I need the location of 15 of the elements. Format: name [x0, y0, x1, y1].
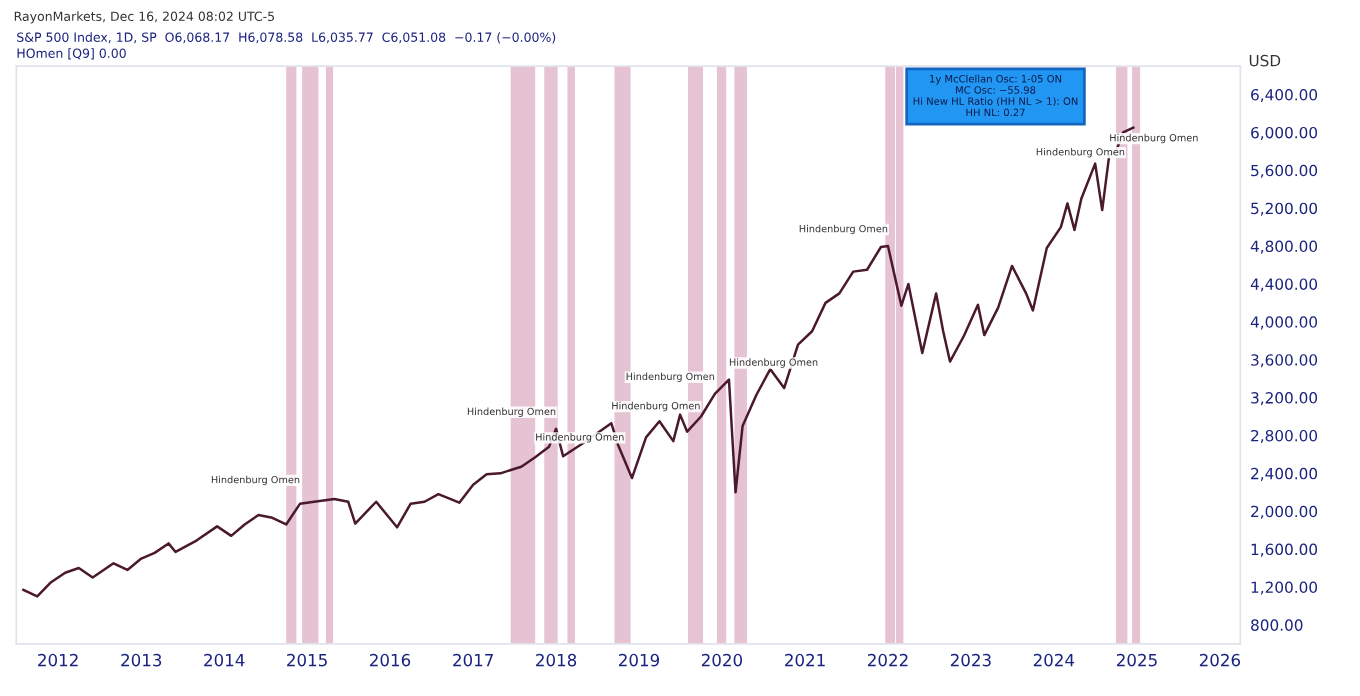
x-tick-label: 2015 [287, 653, 327, 667]
x-tick-label: 2022 [867, 653, 908, 667]
x-tick-label: 2024 [1033, 653, 1075, 667]
x-tick-label: 2023 [950, 653, 991, 667]
x-tick-label: 2016 [370, 653, 411, 667]
x-tick-label: 2019 [619, 653, 660, 667]
x-tick-label: 2012 [38, 653, 78, 667]
x-tick-label: 2014 [204, 653, 245, 667]
x-tick-label: 2025 [1116, 653, 1157, 667]
x-tick-label: 2021 [785, 653, 825, 667]
x-tick-label: 2017 [453, 653, 493, 667]
x-tick-label: 2018 [536, 653, 577, 667]
x-tick-label: 2013 [121, 653, 162, 667]
x-tick-label: 2026 [1199, 653, 1241, 667]
x-tick-label: 2020 [701, 653, 743, 667]
